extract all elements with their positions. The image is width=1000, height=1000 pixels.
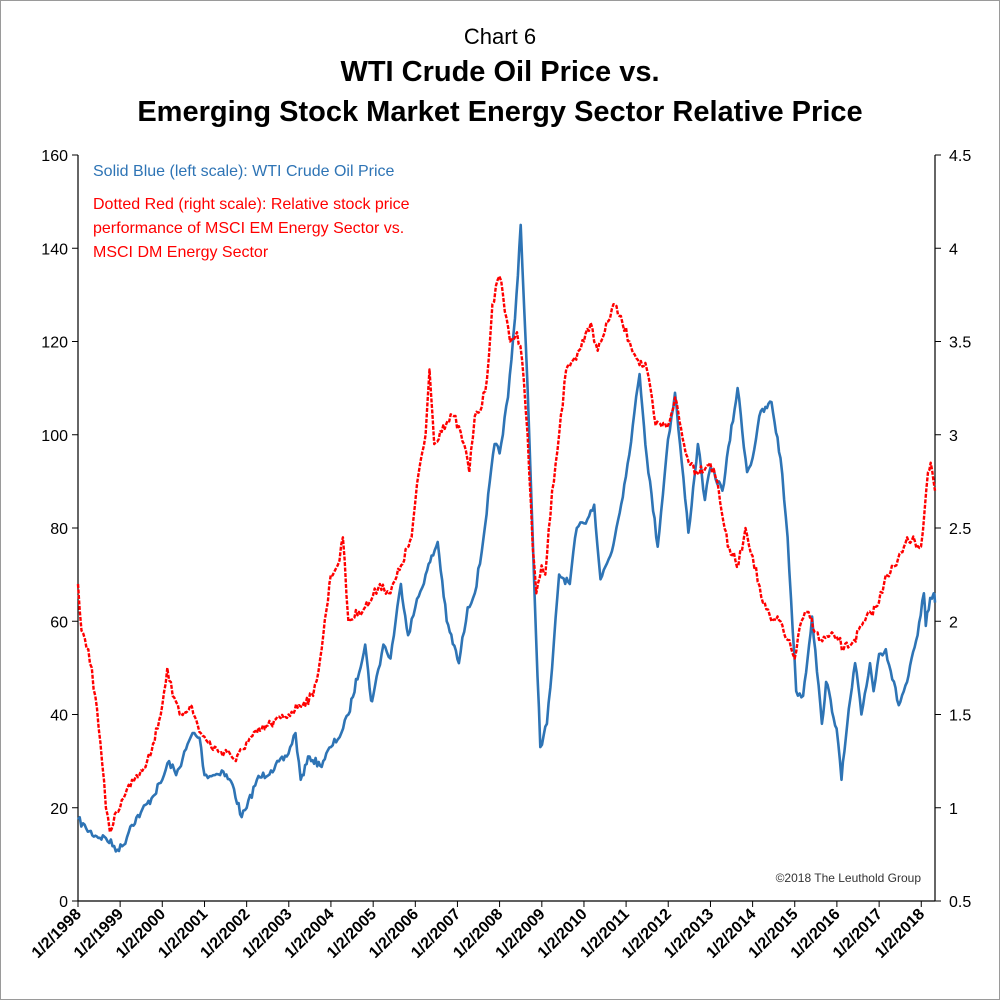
y-right-tick-label: 1.5 [949, 708, 971, 725]
y-right-tick-label: 3 [949, 428, 958, 445]
legend-wti: Solid Blue (left scale): WTI Crude Oil P… [93, 163, 395, 180]
chart-title-line2: Emerging Stock Market Energy Sector Rela… [137, 96, 863, 128]
y-right-tick-label: 4.5 [949, 148, 971, 165]
legend-relative-line2: performance of MSCI EM Energy Sector vs. [93, 220, 404, 237]
series-layer [76, 223, 937, 853]
wti-oil-price-line [76, 223, 937, 853]
y-left-tick-label: 140 [41, 241, 68, 258]
legend-relative-line3: MSCI DM Energy Sector [93, 244, 269, 261]
legend-relative-line1: Dotted Red (right scale): Relative stock… [93, 196, 410, 213]
y-right-tick-label: 3.5 [949, 335, 971, 352]
y-left-tick-label: 0 [59, 894, 68, 911]
y-left-tick-label: 20 [50, 801, 68, 818]
y-right-tick-label: 1 [949, 801, 958, 818]
relative-price-line [76, 275, 937, 834]
y-left-tick-label: 120 [41, 335, 68, 352]
y-left-tick-label: 100 [41, 428, 68, 445]
y-right-tick-label: 2 [949, 614, 958, 631]
chart-title-line1: WTI Crude Oil Price vs. [340, 56, 660, 88]
y-left-tick-label: 60 [50, 614, 68, 631]
y-left-tick-label: 80 [50, 521, 68, 538]
y-right-tick-label: 4 [949, 241, 958, 258]
axes: 0 20 40 60 80 100 120 140 160 0.5 1 1.5 2 2.5 3 3.5 4 4.5… [29, 148, 972, 962]
y-left-tick-label: 40 [50, 708, 68, 725]
chart-label: Chart 6 [463, 24, 537, 49]
y-right-tick-label: 0.5 [949, 894, 971, 911]
copyright-credit: ©2018 The Leuthold Group [776, 871, 922, 885]
y-right-tick-label: 2.5 [949, 521, 971, 538]
y-left-tick-label: 160 [41, 148, 68, 165]
